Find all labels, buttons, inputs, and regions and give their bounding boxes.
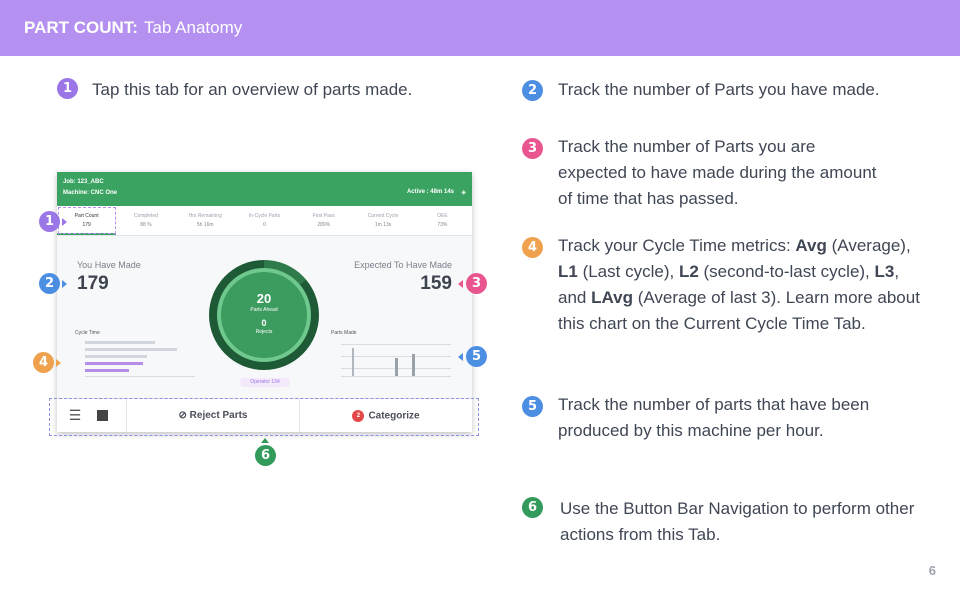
reject-parts-button[interactable]: ⊘ Reject Parts (178, 410, 248, 421)
menu-icon[interactable]: ☰ (68, 407, 82, 423)
categorize-button[interactable]: 2 Categorize (300, 409, 472, 422)
parts-bar (352, 348, 354, 376)
header-subtitle: Tab Anatomy (143, 18, 243, 37)
you-have-made-value: 179 (77, 273, 109, 294)
callout-arrow (62, 218, 67, 226)
callout-arrow (56, 359, 61, 367)
note-4: Track your Cycle Time metrics: Avg (Aver… (558, 236, 920, 333)
device-screen-mockup: Job: 123_ABC Machine: CNC One Active : 4… (57, 172, 472, 432)
rejects-label: Rejects (255, 329, 273, 335)
grid-line (341, 376, 451, 377)
tab-oee[interactable]: OEE 73% (437, 213, 448, 228)
note-6: Use the Button Bar Navigation to perform… (560, 499, 915, 544)
expected-value: 159 (420, 273, 452, 294)
categorize-count-badge: 2 (352, 409, 365, 422)
you-have-made-label: You Have Made (77, 260, 141, 270)
tab-first-pass[interactable]: First Pass 289% (312, 213, 335, 228)
screen-topbar: Job: 123_ABC Machine: CNC One Active : 4… (57, 172, 472, 206)
cycle-bar (85, 341, 155, 344)
grid-line (341, 356, 451, 357)
parts-ahead-label: Parts Ahead (250, 307, 278, 313)
button-bar-highlight (49, 398, 479, 436)
stop-icon[interactable] (97, 410, 108, 421)
screen-tabs: Part Count 179 Completed 88 % Hrs Remainin… (57, 206, 472, 236)
callout-arrow (458, 353, 463, 361)
tab-current-cycle[interactable]: Current Cycle 1m 13s (367, 213, 399, 228)
note-3: Track the number of Parts you are expect… (558, 137, 877, 208)
cycle-bar (85, 355, 147, 358)
callout-1: 1 (39, 211, 60, 232)
badge-1: 1 (57, 78, 78, 99)
parts-ahead-donut: 20 Parts Ahead 0 Rejects (209, 260, 319, 370)
active-timer: Active : 48m 14s (406, 189, 454, 195)
cycle-time-title: Cycle Time (75, 330, 100, 336)
parts-bar (412, 354, 415, 376)
tab-part-count[interactable]: Part Count 179 (57, 206, 117, 235)
callout-arrow (62, 280, 67, 288)
note-2: Track the number of Parts you have made. (558, 80, 880, 99)
parts-bar (395, 358, 398, 376)
callout-3: 3 (466, 273, 487, 294)
callout-arrow (458, 280, 463, 288)
callout-arrow (261, 438, 269, 443)
callout-5: 5 (466, 346, 487, 367)
cycle-bar (85, 362, 143, 365)
badge-3: 3 (522, 138, 543, 159)
callout-6: 6 (255, 445, 276, 466)
cycle-axis (85, 376, 195, 377)
note-5: Track the number of parts that have been… (558, 395, 870, 440)
cycle-bar (85, 348, 177, 351)
parts-made-title: Parts Made (331, 330, 357, 336)
page-number: 6 (928, 563, 936, 578)
machine-label: Machine: CNC One (63, 190, 118, 196)
callout-4: 4 (33, 352, 54, 373)
expected-label: Expected To Have Made (354, 260, 452, 270)
parts-ahead-value: 20 (256, 291, 272, 306)
header-title: PART COUNT: (24, 18, 138, 37)
badge-6: 6 (522, 497, 543, 518)
wifi-icon: ◈ (461, 190, 466, 196)
badge-4: 4 (522, 237, 543, 258)
operator-chip[interactable]: Operator 134 (240, 378, 290, 387)
note-1: Tap this tab for an overview of parts ma… (92, 80, 413, 99)
tab-hrs-remaining[interactable]: Hrs Remaining 5h 16m (188, 213, 222, 228)
grid-line (341, 344, 451, 345)
callout-2: 2 (39, 273, 60, 294)
slide-header: PART COUNT: Tab Anatomy (0, 0, 960, 56)
job-label: Job: 123_ABC (63, 179, 104, 185)
cycle-bar (85, 369, 129, 372)
badge-2: 2 (522, 80, 543, 101)
tab-in-cycle[interactable]: In-Cycle Parts 0 (248, 213, 281, 228)
rejects-value: 0 (261, 318, 267, 328)
tab-completed[interactable]: Completed 88 % (133, 213, 159, 228)
badge-5: 5 (522, 396, 543, 417)
